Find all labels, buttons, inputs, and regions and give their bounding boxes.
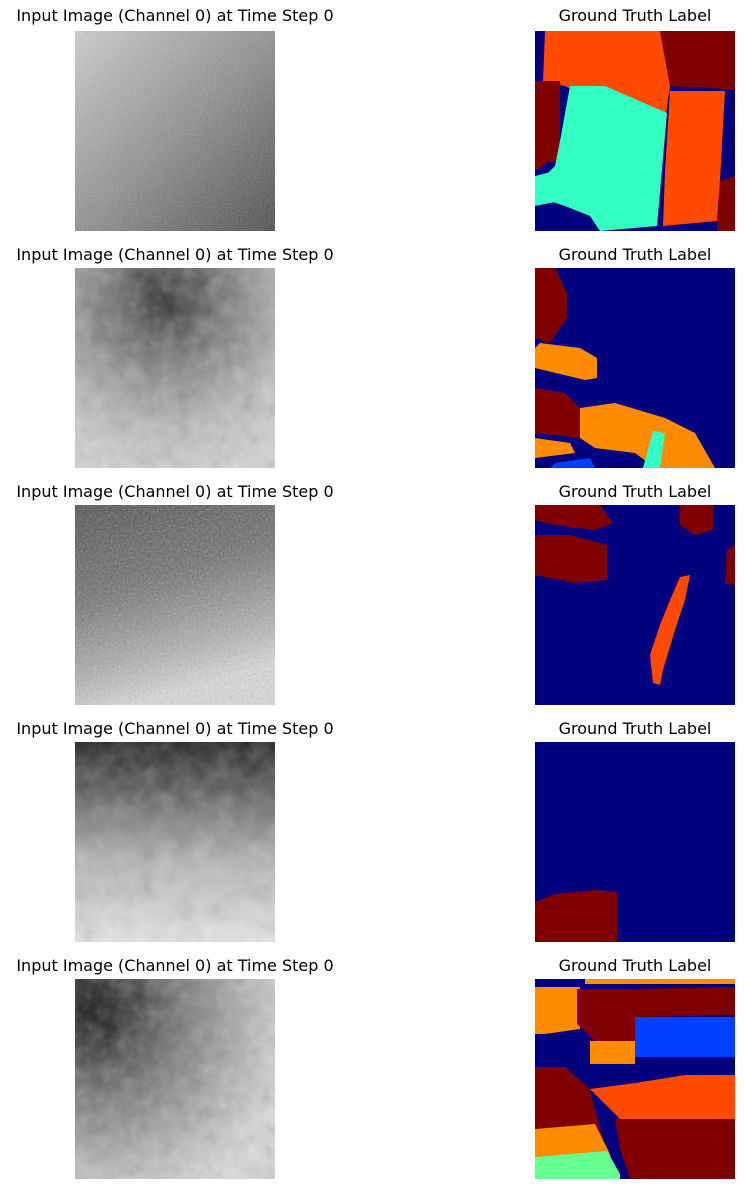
input-image-title: Input Image (Channel 0) at Time Step 0: [16, 482, 334, 501]
ground-truth-mask: [535, 268, 735, 468]
ground-truth-panel: [535, 505, 735, 705]
ground-truth-mask: [535, 31, 735, 231]
input-image-panel: [75, 31, 275, 231]
ground-truth-title: Ground Truth Label: [558, 719, 712, 738]
input-image-title: Input Image (Channel 0) at Time Step 0: [16, 956, 334, 975]
ground-truth-panel: [535, 268, 735, 468]
input-image: [75, 268, 275, 468]
input-image: [75, 505, 275, 705]
input-image-panel: [75, 979, 275, 1179]
ground-truth-title: Ground Truth Label: [558, 482, 712, 501]
input-image-panel: [75, 268, 275, 468]
input-image-title: Input Image (Channel 0) at Time Step 0: [16, 245, 334, 264]
ground-truth-title: Ground Truth Label: [558, 6, 712, 25]
ground-truth-title: Ground Truth Label: [558, 245, 712, 264]
input-image-title: Input Image (Channel 0) at Time Step 0: [16, 6, 334, 25]
input-image-title: Input Image (Channel 0) at Time Step 0: [16, 719, 334, 738]
ground-truth-panel: [535, 979, 735, 1179]
ground-truth-mask: [535, 979, 735, 1179]
ground-truth-panel: [535, 31, 735, 231]
ground-truth-mask: [535, 505, 735, 705]
input-image: [75, 31, 275, 231]
input-image: [75, 742, 275, 942]
input-image: [75, 979, 275, 1179]
input-image-panel: [75, 742, 275, 942]
ground-truth-title: Ground Truth Label: [558, 956, 712, 975]
ground-truth-mask: [535, 742, 735, 942]
input-image-panel: [75, 505, 275, 705]
ground-truth-panel: [535, 742, 735, 942]
